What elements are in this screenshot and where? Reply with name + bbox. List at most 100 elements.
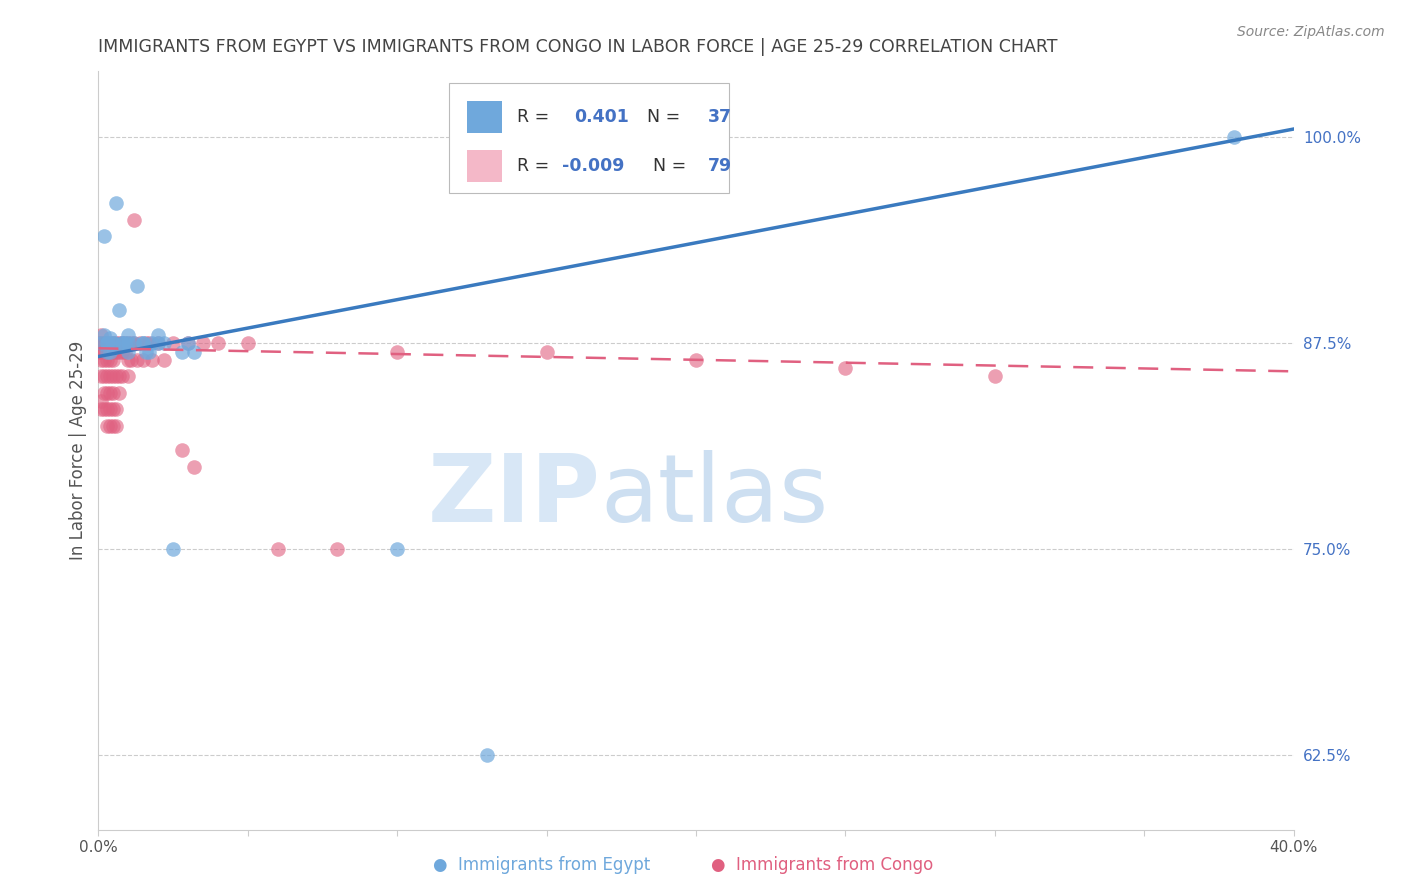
Point: [114, 336, 136, 351]
Point: [117, 328, 139, 343]
Point: [132, 336, 155, 351]
Text: atlas: atlas: [600, 450, 828, 542]
Point: [96, 344, 118, 359]
Point: [236, 336, 259, 351]
Point: [96, 418, 118, 433]
Point: [108, 344, 131, 359]
Point: [87, 344, 110, 359]
Point: [90, 328, 112, 343]
Point: [984, 369, 1007, 384]
Point: [105, 344, 128, 359]
Point: [105, 369, 128, 384]
Point: [90, 369, 112, 384]
Point: [108, 303, 131, 318]
Point: [177, 336, 200, 351]
Point: [162, 336, 184, 351]
Point: [135, 336, 157, 351]
Point: [96, 385, 118, 400]
Point: [127, 278, 149, 293]
Point: [111, 369, 134, 384]
Point: [141, 352, 163, 367]
Text: ●  Immigrants from Congo: ● Immigrants from Congo: [711, 855, 934, 873]
Point: [124, 336, 146, 351]
Point: [105, 196, 128, 211]
Point: [98, 402, 122, 417]
Point: [98, 352, 122, 367]
Point: [114, 336, 136, 351]
Point: [124, 212, 146, 227]
Point: [103, 385, 125, 400]
Point: [153, 352, 176, 367]
Point: [132, 336, 155, 351]
Point: [103, 341, 125, 355]
Point: [90, 352, 112, 367]
Point: [117, 336, 139, 351]
Point: [93, 402, 115, 417]
Point: [267, 542, 290, 557]
Point: [90, 336, 112, 351]
Point: [626, 130, 648, 145]
Point: [108, 369, 131, 384]
Y-axis label: In Labor Force | Age 25-29: In Labor Force | Age 25-29: [69, 341, 87, 560]
Point: [117, 352, 139, 367]
Point: [114, 344, 136, 359]
Point: [98, 418, 122, 433]
Point: [129, 336, 152, 351]
Point: [138, 336, 160, 351]
Point: [172, 443, 194, 458]
Point: [124, 336, 146, 351]
Text: IMMIGRANTS FROM EGYPT VS IMMIGRANTS FROM CONGO IN LABOR FORCE | AGE 25-29 CORREL: IMMIGRANTS FROM EGYPT VS IMMIGRANTS FROM…: [98, 38, 1057, 56]
Point: [98, 336, 122, 351]
Text: Source: ZipAtlas.com: Source: ZipAtlas.com: [1237, 25, 1385, 39]
Point: [96, 402, 118, 417]
Point: [385, 542, 409, 557]
Point: [93, 352, 115, 367]
Point: [98, 385, 122, 400]
Point: [326, 542, 349, 557]
Point: [90, 336, 112, 351]
Point: [111, 344, 134, 359]
Point: [207, 336, 229, 351]
Text: 37: 37: [709, 108, 733, 127]
Point: [148, 336, 170, 351]
Point: [93, 229, 115, 244]
Text: ZIP: ZIP: [427, 450, 600, 542]
Point: [120, 336, 142, 351]
Point: [93, 385, 115, 400]
Point: [127, 352, 149, 367]
Point: [103, 336, 125, 351]
Point: [111, 336, 134, 351]
FancyBboxPatch shape: [467, 102, 502, 133]
Text: 0.401: 0.401: [574, 108, 628, 127]
Point: [90, 344, 112, 359]
Point: [148, 328, 170, 343]
Point: [685, 352, 707, 367]
Point: [105, 418, 128, 433]
Point: [108, 336, 131, 351]
Point: [103, 352, 125, 367]
FancyBboxPatch shape: [467, 151, 502, 182]
Point: [148, 336, 170, 351]
Point: [98, 344, 122, 359]
Point: [536, 344, 558, 359]
Point: [177, 336, 200, 351]
Point: [105, 402, 128, 417]
Point: [93, 344, 115, 359]
Point: [90, 402, 112, 417]
Point: [120, 352, 142, 367]
Text: R =: R =: [517, 157, 554, 176]
Point: [96, 336, 118, 351]
Point: [105, 336, 128, 351]
Point: [93, 369, 115, 384]
Point: [475, 748, 498, 763]
Point: [162, 542, 184, 557]
Point: [103, 369, 125, 384]
Point: [117, 336, 139, 351]
Point: [96, 336, 118, 351]
Point: [108, 385, 131, 400]
Point: [98, 369, 122, 384]
Point: [93, 336, 115, 351]
Point: [98, 344, 122, 359]
Point: [96, 344, 118, 359]
Text: -0.009: -0.009: [562, 157, 624, 176]
